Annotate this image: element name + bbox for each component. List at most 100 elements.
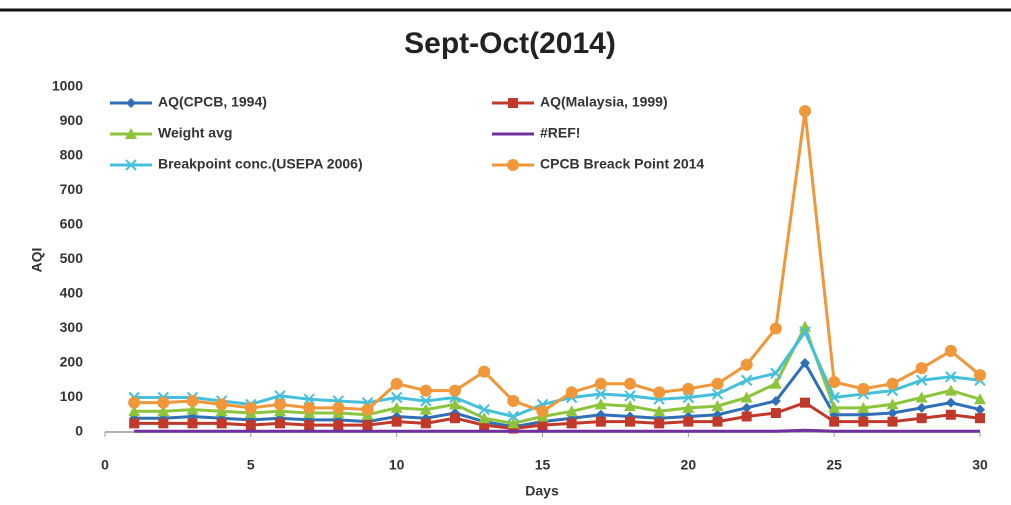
marker: [391, 416, 402, 427]
marker: [740, 358, 753, 371]
marker: [125, 128, 137, 139]
marker: [653, 386, 666, 399]
x-axis-label: Days: [525, 483, 559, 499]
marker: [915, 374, 928, 386]
marker: [187, 418, 198, 429]
marker: [800, 358, 810, 368]
marker: [887, 408, 898, 419]
marker: [741, 402, 752, 413]
marker: [770, 367, 782, 380]
marker: [245, 420, 256, 431]
marker: [507, 410, 520, 423]
y-tick-label: 400: [60, 285, 84, 301]
marker: [333, 420, 344, 431]
marker: [303, 401, 316, 414]
y-tick-label: 1000: [52, 78, 83, 94]
marker: [741, 411, 752, 422]
marker: [769, 322, 782, 335]
marker: [683, 416, 694, 427]
marker: [857, 401, 870, 413]
marker: [507, 159, 519, 171]
marker: [507, 417, 520, 429]
marker: [125, 159, 137, 171]
marker: [595, 416, 606, 427]
marker: [886, 377, 899, 390]
series-line: [134, 428, 980, 433]
marker: [769, 377, 782, 389]
marker: [362, 420, 373, 431]
marker: [128, 405, 141, 417]
marker: [508, 423, 519, 434]
marker: [975, 404, 985, 415]
marker: [828, 401, 841, 413]
y-tick-label: 800: [60, 147, 84, 163]
marker: [537, 420, 548, 431]
marker: [975, 413, 985, 424]
marker: [916, 402, 927, 413]
marker: [216, 418, 227, 429]
marker: [887, 416, 898, 427]
marker: [129, 418, 140, 429]
marker: [479, 420, 490, 431]
x-tick-label: 10: [389, 457, 405, 473]
marker: [158, 418, 169, 429]
series-line: [134, 328, 981, 419]
marker: [419, 384, 432, 397]
marker: [128, 396, 141, 409]
marker: [478, 365, 491, 378]
marker: [157, 396, 170, 409]
marker: [944, 384, 957, 396]
legend-label: Weight avg: [158, 125, 232, 141]
x-tick-label: 5: [247, 457, 255, 473]
marker: [682, 401, 695, 413]
marker: [361, 403, 374, 416]
marker: [799, 326, 811, 338]
x-tick-label: 20: [681, 457, 697, 473]
x-tick-label: 0: [101, 457, 109, 473]
marker: [449, 398, 461, 410]
marker: [507, 394, 520, 407]
marker: [157, 405, 170, 417]
marker: [945, 397, 956, 408]
series-line: [134, 323, 981, 425]
marker: [828, 391, 840, 404]
marker: [858, 416, 869, 427]
legend-label: AQ(Malaysia, 1999): [540, 94, 668, 110]
marker: [244, 401, 257, 414]
marker: [450, 413, 460, 424]
marker: [478, 412, 491, 424]
marker: [565, 386, 578, 399]
marker: [624, 390, 636, 402]
x-tick-label: 25: [826, 457, 842, 473]
marker: [974, 393, 986, 405]
marker: [974, 369, 986, 382]
marker: [682, 391, 695, 404]
y-tick-label: 200: [60, 354, 84, 370]
marker: [712, 416, 723, 427]
marker: [682, 382, 695, 395]
marker: [624, 400, 636, 412]
marker: [594, 398, 607, 410]
marker: [711, 377, 724, 390]
marker: [126, 98, 136, 108]
marker: [390, 377, 403, 390]
x-tick-label: 15: [535, 457, 551, 473]
legend-label: Breakpoint conc.(USEPA 2006): [158, 156, 363, 172]
marker: [653, 405, 666, 417]
marker: [420, 418, 431, 429]
marker: [828, 375, 841, 388]
marker: [419, 403, 432, 415]
marker: [915, 391, 928, 403]
marker: [332, 401, 345, 414]
marker: [800, 397, 810, 408]
legend-label: CPCB Breack Point 2014: [540, 156, 704, 172]
y-axis-label: AQI: [29, 248, 45, 273]
marker: [770, 408, 781, 419]
marker: [390, 391, 403, 404]
marker: [857, 382, 870, 395]
marker: [303, 393, 315, 405]
marker: [594, 377, 607, 390]
marker: [799, 105, 811, 118]
marker: [508, 98, 518, 108]
marker: [274, 405, 286, 417]
